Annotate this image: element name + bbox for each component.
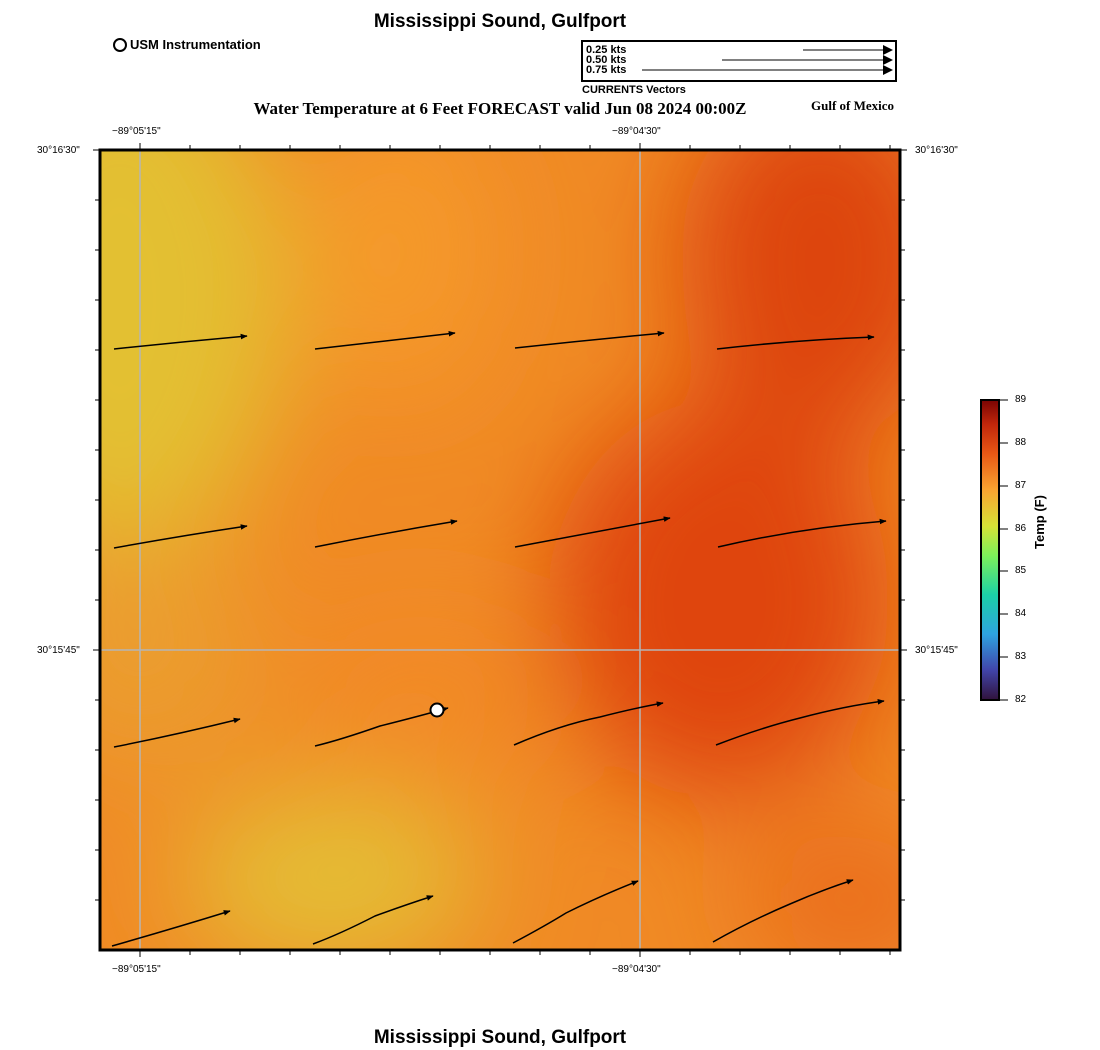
vector-legend-box: 0.25 kts 0.50 kts 0.75 kts (581, 40, 897, 82)
current-vector (717, 518, 887, 548)
colorbar-tick-84: 84 (1015, 608, 1027, 619)
current-vector (514, 516, 671, 548)
colorbar-tick-88: 88 (1015, 437, 1027, 448)
legend-speed-050: 0.50 kts (586, 54, 627, 66)
footer-title: Mississippi Sound, Gulfport (373, 1027, 627, 1048)
station-legend: USM Instrumentation (113, 37, 261, 52)
colorbar (980, 399, 1000, 701)
current-vector (715, 699, 885, 746)
current-vector (314, 330, 456, 350)
lat-label-right-2: 30°15'45" (915, 645, 958, 656)
colorbar-tick-86: 86 (1015, 523, 1027, 534)
current-vector (111, 910, 231, 947)
colorbar-ticks (999, 399, 1008, 701)
lat-label-left-2: 30°15'45" (37, 645, 80, 656)
map-title: Mississippi Sound, Gulfport (373, 11, 627, 32)
lon-label-top-1: −89°05'15" (112, 126, 161, 137)
lon-label-bottom-2: −89°04'30" (612, 964, 661, 975)
station-legend-label: USM Instrumentation (130, 37, 261, 52)
region-label: Gulf of Mexico (811, 98, 895, 113)
current-vector (113, 333, 248, 350)
lon-label-bottom-1: −89°05'15" (112, 964, 161, 975)
colorbar-tick-85: 85 (1015, 565, 1027, 576)
current-vector (113, 717, 241, 748)
colorbar-tick-89: 89 (1015, 394, 1027, 405)
map-subtitle: Water Temperature at 6 Feet FORECAST val… (253, 99, 747, 118)
frame-ticks (93, 143, 907, 957)
lat-label-left-1: 30°16'30" (37, 145, 80, 156)
vector-legend-caption: CURRENTS Vectors (582, 84, 686, 96)
current-vector (113, 524, 248, 549)
current-vector (514, 330, 665, 349)
lat-label-right-1: 30°16'30" (915, 145, 958, 156)
legend-speed-075: 0.75 kts (586, 64, 627, 76)
colorbar-title: Temp (F) (1032, 495, 1047, 549)
lon-label-top-2: −89°04'30" (612, 126, 661, 137)
temperature-field (100, 150, 900, 950)
current-vector (512, 880, 639, 944)
colorbar-tick-83: 83 (1015, 651, 1027, 662)
current-vector (312, 895, 434, 945)
colorbar-tick-87: 87 (1015, 480, 1027, 491)
graticule (100, 150, 900, 950)
legend-speed-025: 0.25 kts (586, 44, 627, 56)
current-vector (314, 519, 458, 548)
usm-station-marker (429, 702, 445, 718)
legend-vectors (642, 45, 893, 75)
current-vector (712, 879, 854, 943)
colorbar-tick-82: 82 (1015, 694, 1027, 705)
current-vector (513, 701, 664, 746)
station-marker-icon (113, 37, 127, 52)
current-vector (716, 334, 875, 350)
